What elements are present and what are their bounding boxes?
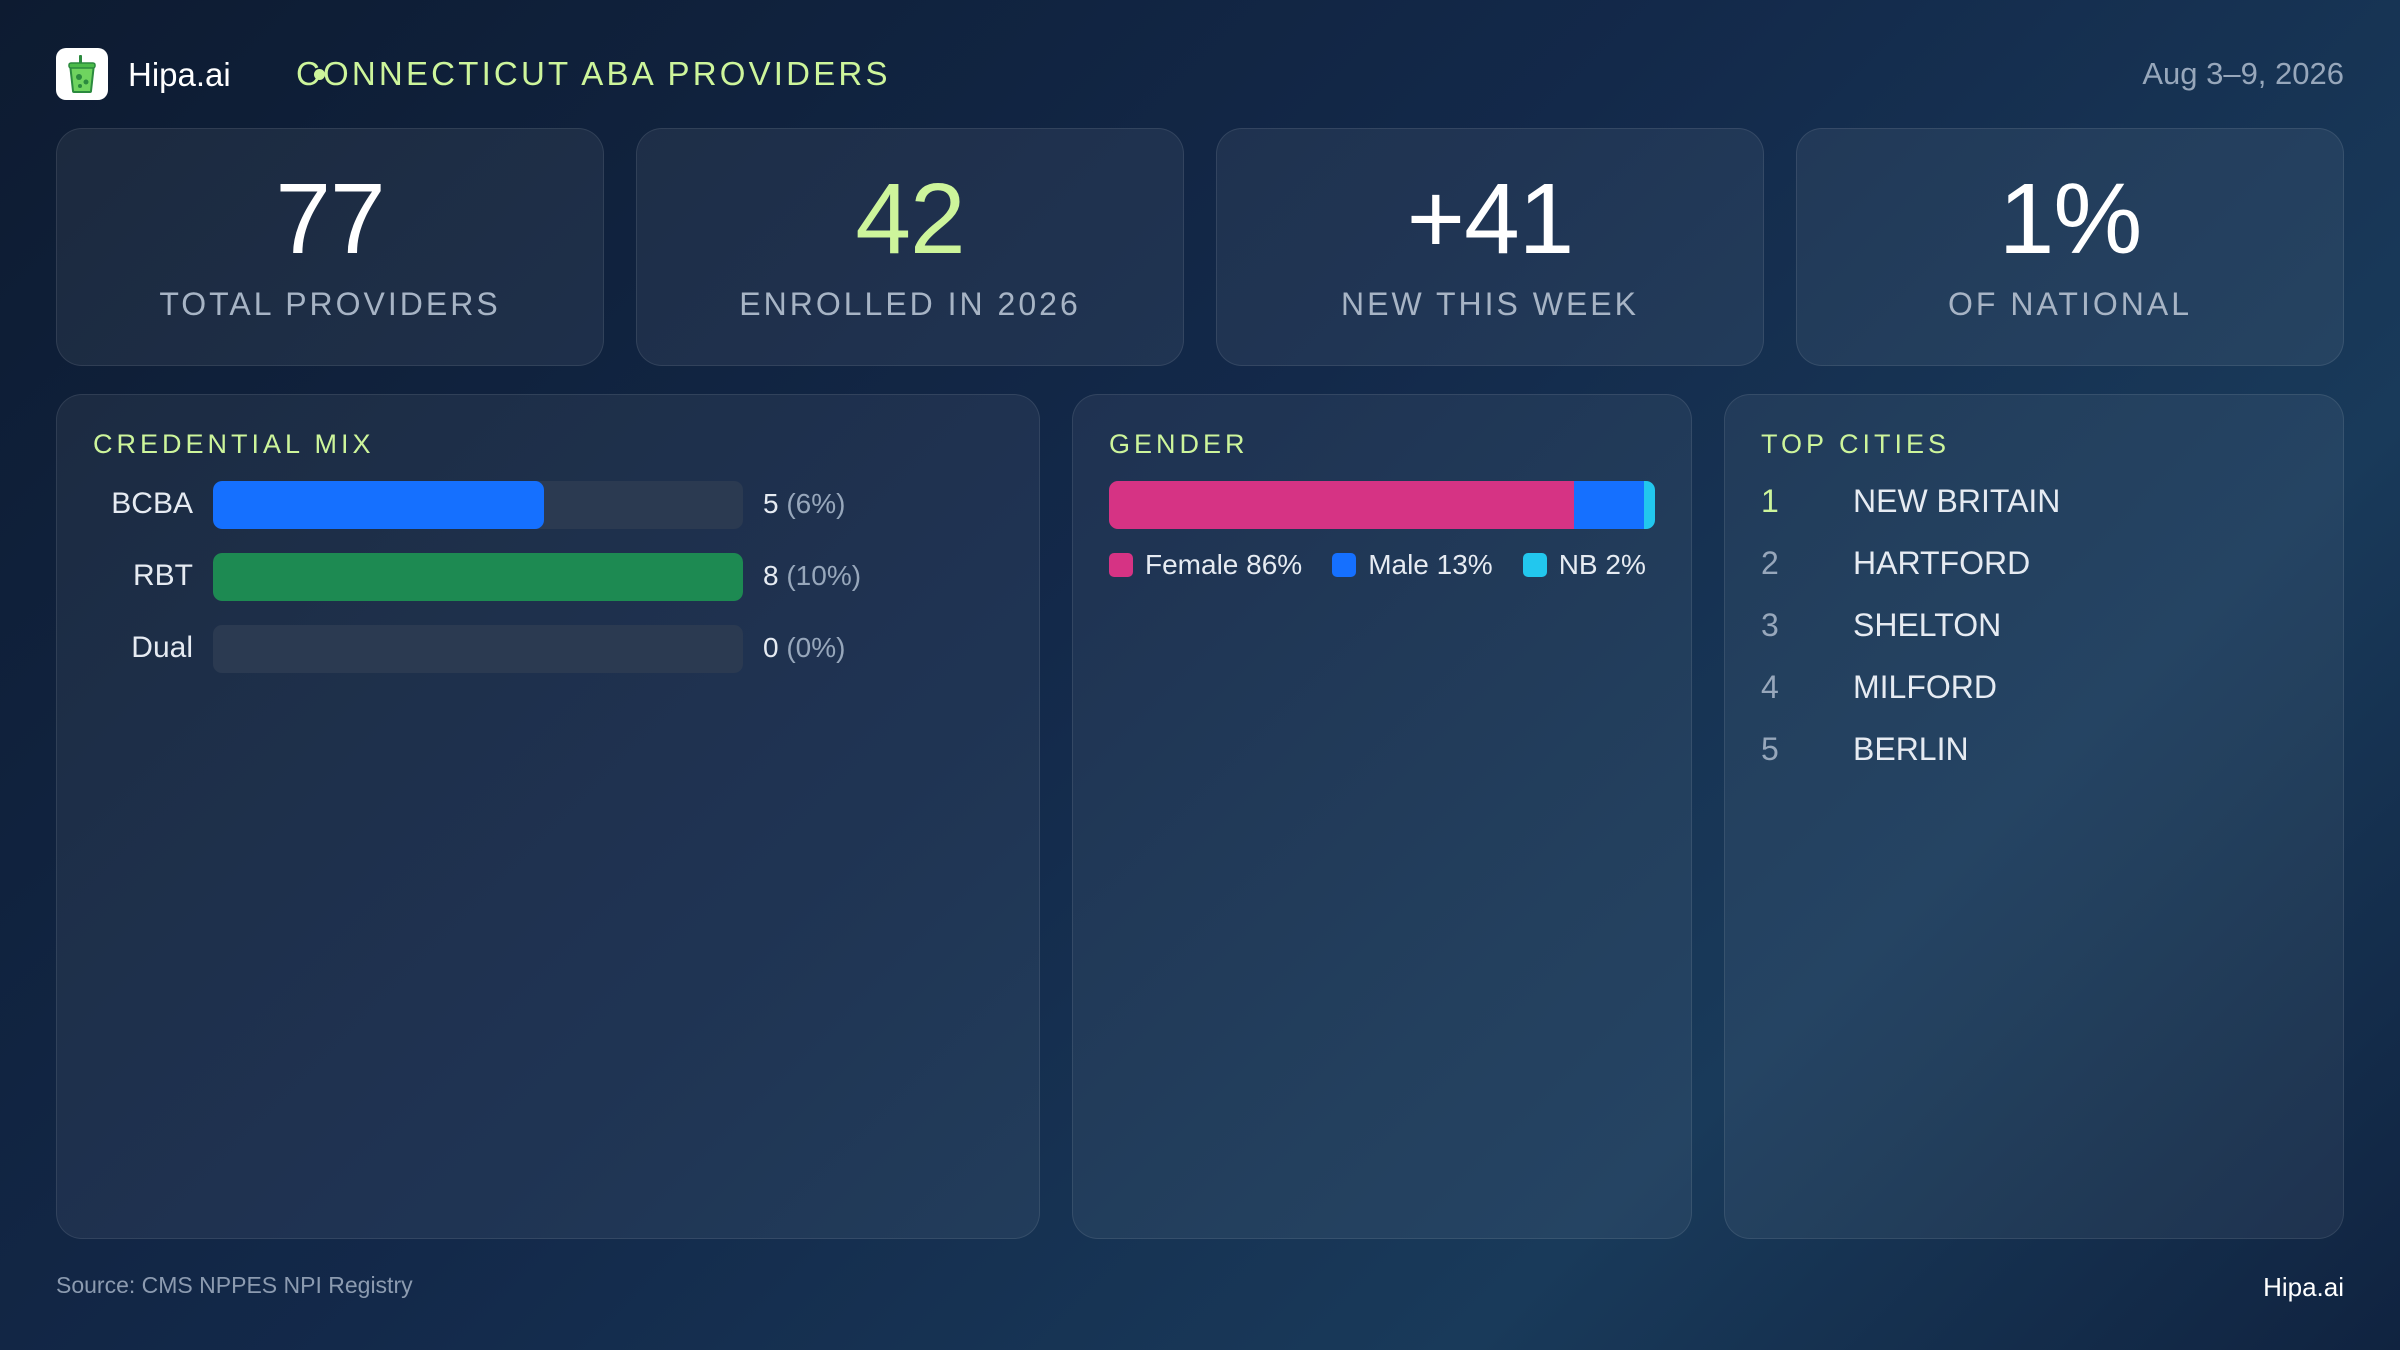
bar-value-dual: 0 (0%) xyxy=(763,632,846,663)
kpi-card-enrolled: 42 ENROLLED IN 2026 xyxy=(636,128,1184,366)
footer-brand: Hipa.ai xyxy=(2263,1272,2344,1302)
city-name: HARTFORD xyxy=(1853,545,2031,581)
city-name: SHELTON xyxy=(1853,607,2002,643)
legend-swatch xyxy=(1332,553,1357,577)
bar-bcba xyxy=(213,481,545,529)
legend-label: Female 86% xyxy=(1145,549,1303,580)
kpi-value: +41 xyxy=(1406,163,1575,275)
kpi-label: TOTAL PROVIDERS xyxy=(159,286,501,322)
legend-swatch xyxy=(1109,553,1133,577)
city-rank: 3 xyxy=(1761,607,1779,643)
kpi-value: 42 xyxy=(855,163,965,275)
bar-segment-female xyxy=(1109,481,1574,529)
panel-title: GENDER xyxy=(1109,429,1249,459)
gender-panel: GENDER Female 86% Male 13% NB 2% xyxy=(1072,394,1692,1239)
gender-stacked-bar xyxy=(1109,481,1655,529)
title-separator-dot xyxy=(314,69,325,80)
bar-track-dual xyxy=(213,625,743,673)
kpi-value: 1% xyxy=(1998,163,2143,275)
kpi-card-of-national: 1% OF NATIONAL xyxy=(1796,128,2344,366)
legend-item-nb: NB 2% xyxy=(1522,549,1646,581)
city-name: NEW BRITAIN xyxy=(1853,483,2061,519)
city-rank: 4 xyxy=(1761,669,1779,705)
city-rank: 2 xyxy=(1761,545,1779,581)
credential-mix-panel: CREDENTIAL MIX BCBA 5 (6%) RBT 8 (10%) D… xyxy=(56,394,1040,1239)
bar-segment-nb xyxy=(1644,481,1655,529)
legend-item-female: Female 86% xyxy=(1109,549,1302,581)
date-range: Aug 3–9, 2026 xyxy=(2142,56,2344,91)
kpi-label: OF NATIONAL xyxy=(1948,286,2192,322)
brand-name: Hipa.ai xyxy=(128,56,231,93)
brand-logo xyxy=(56,48,108,100)
bar-value-rbt: 8 (10%) xyxy=(763,560,862,591)
drink-cup-icon xyxy=(68,55,96,93)
bar-segment-male xyxy=(1573,481,1645,529)
kpi-card-total-providers: 77 TOTAL PROVIDERS xyxy=(56,128,604,366)
top-cities-panel: TOP CITIES 1 NEW BRITAIN 2 HARTFORD 3 SH… xyxy=(1724,394,2344,1239)
bar-value-bcba: 5 (6%) xyxy=(763,488,846,519)
bar-rbt xyxy=(213,553,743,601)
kpi-value: 77 xyxy=(275,163,385,275)
city-rank: 1 xyxy=(1761,483,1779,519)
gender-legend: Female 86% Male 13% NB 2% xyxy=(1109,547,1676,583)
report-title: CONNECTICUT ABA PROVIDERS xyxy=(296,55,891,92)
legend-label: NB 2% xyxy=(1558,549,1646,580)
kpi-label: ENROLLED IN 2026 xyxy=(739,286,1081,322)
panel-title: CREDENTIAL MIX xyxy=(93,429,375,459)
city-name: BERLIN xyxy=(1853,731,1969,767)
panel-title: TOP CITIES xyxy=(1761,429,1951,459)
legend-item-male: Male 13% xyxy=(1332,549,1493,581)
bar-track-rbt xyxy=(213,553,743,601)
legend-swatch xyxy=(1522,553,1547,577)
bar-label-rbt: RBT xyxy=(133,559,193,592)
bar-label-dual: Dual xyxy=(131,631,193,664)
data-source-note: Source: CMS NPPES NPI Registry xyxy=(56,1272,413,1298)
kpi-card-new-this-week: +41 NEW THIS WEEK xyxy=(1216,128,1764,366)
bar-label-bcba: BCBA xyxy=(111,487,193,520)
city-name: MILFORD xyxy=(1853,669,1997,705)
header: Hipa.ai CONNECTICUT ABA PROVIDERS Aug 3–… xyxy=(56,46,2344,102)
legend-label: Male 13% xyxy=(1368,549,1493,580)
bar-track-bcba xyxy=(213,481,743,529)
city-rank: 5 xyxy=(1761,731,1779,767)
kpi-label: NEW THIS WEEK xyxy=(1341,286,1639,322)
